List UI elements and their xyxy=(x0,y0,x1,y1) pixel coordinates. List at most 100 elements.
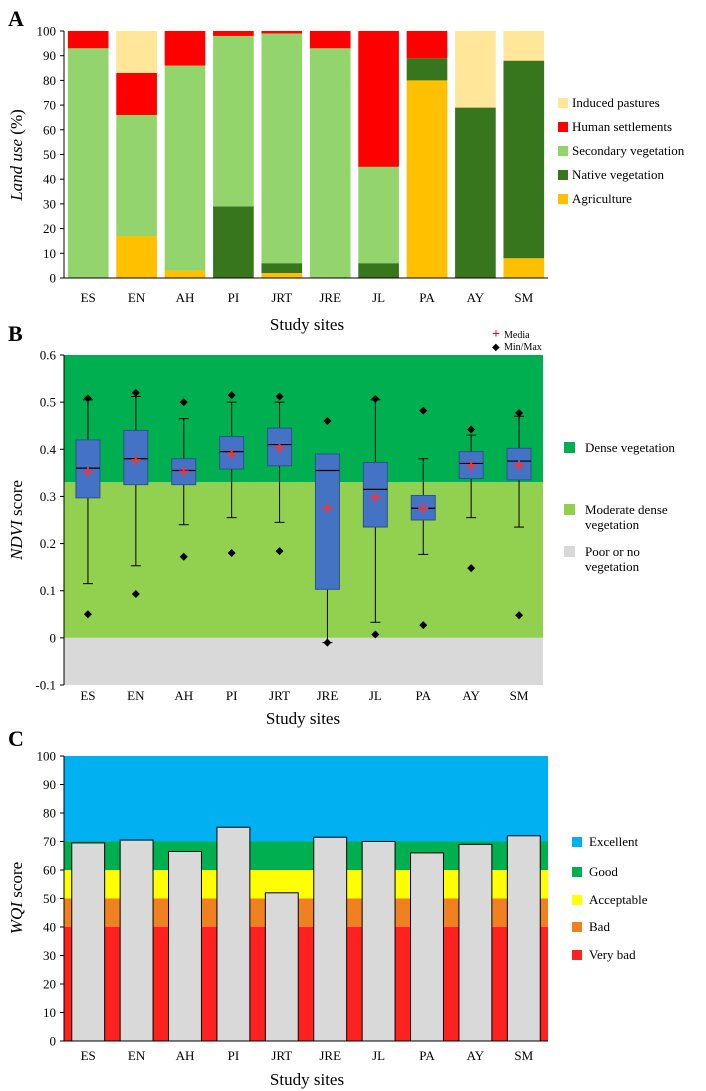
min-marker-jrt xyxy=(275,547,284,556)
legend-label-agriculture: Agriculture xyxy=(572,191,632,206)
bar-segment-pi-native-vegetation xyxy=(213,206,254,278)
panel-b-x-tick-label: JRE xyxy=(317,688,339,703)
legend-swatch-native-vegetation xyxy=(558,170,568,180)
bar-es xyxy=(71,842,106,1042)
bar-segment-ay-induced-pastures xyxy=(455,31,496,108)
mean-marker-en xyxy=(130,455,141,466)
legend-label-very-bad: Very bad xyxy=(589,947,636,962)
panel-b-y-label-italic: NDVI xyxy=(7,519,26,561)
panel-c-y-tick-label: 30 xyxy=(43,948,56,963)
bar-segment-ay-native-vegetation xyxy=(455,107,496,278)
panel-a-x-tick-label: AH xyxy=(176,290,195,305)
panel-b-x-tick-label: AY xyxy=(462,688,480,703)
panel-a-y-tick-label: 50 xyxy=(43,147,56,162)
panel-b-x-tick-label: JL xyxy=(369,688,382,703)
legend-label-acceptable: Acceptable xyxy=(589,892,648,907)
max-marker-pi xyxy=(227,391,236,400)
legend-swatch-acceptable xyxy=(572,895,582,905)
panel-c-wqi-chart: C 0 10 20 30 40 50 60 70 80 90 100 ES EN AH PI JRT JRE JL… xyxy=(7,726,648,1089)
legend-label-bad: Bad xyxy=(589,919,610,934)
panel-a-y-tick-label: 100 xyxy=(37,24,57,39)
max-marker-pa xyxy=(419,406,428,415)
bar-pa xyxy=(410,852,444,1042)
panel-c-x-tick-label: AY xyxy=(467,1048,485,1063)
bar-segment-en-induced-pastures xyxy=(116,31,157,73)
marker-legend-label-media: Media xyxy=(504,330,530,341)
mean-marker-ay xyxy=(466,460,477,471)
bar-segment-pa-agriculture xyxy=(406,80,448,279)
max-marker-ay xyxy=(467,425,476,434)
panel-c-x-tick-label: EN xyxy=(128,1048,146,1063)
panel-a-y-tick-label: 90 xyxy=(43,48,56,63)
legend-swatch-excellent xyxy=(572,837,582,847)
mean-marker-sm xyxy=(514,460,525,471)
mean-marker-pi xyxy=(226,449,237,459)
min-marker-jre xyxy=(323,638,332,647)
panel-a-x-tick-label: EN xyxy=(128,290,146,305)
panel-a-letter: A xyxy=(8,6,24,31)
panel-c-x-tick-label: SM xyxy=(514,1048,533,1063)
bar-segment-ah-agriculture xyxy=(164,270,206,278)
background-band-poor-or-no-vegetation xyxy=(64,637,543,685)
max-marker-en xyxy=(131,388,140,397)
panel-b-y-tick-label: -0.1 xyxy=(35,678,56,693)
min-marker-pa xyxy=(419,621,428,630)
legend-label-dense-vegetation: Dense vegetation xyxy=(585,440,675,455)
bar-segment-jrt-secondary-vegetation xyxy=(261,33,303,264)
panel-c-x-tick-label: PA xyxy=(419,1048,435,1063)
min-marker-ay xyxy=(467,564,476,573)
panel-b-y-label-suffix: score xyxy=(7,480,26,520)
max-marker-ah xyxy=(179,398,188,407)
legend-swatch-agriculture xyxy=(558,194,568,204)
panel-c-x-tick-label: ES xyxy=(81,1048,96,1063)
panel-c-y-axis-label: WQI score xyxy=(7,862,26,934)
mean-marker-pa xyxy=(418,503,429,514)
legend-swatch-good xyxy=(572,867,582,877)
panel-a-x-tick-label: PA xyxy=(419,290,435,305)
panel-b-x-tick-label: PA xyxy=(416,688,432,703)
max-marker-sm xyxy=(515,408,524,417)
legend-swatch-induced-pastures xyxy=(558,98,568,108)
legend-swatch-very-bad xyxy=(572,950,582,960)
bar-segment-jre-secondary-vegetation xyxy=(309,48,351,278)
panel-a-legend: Induced pastures Human settlements Seconda… xyxy=(558,95,685,206)
bar-segment-pi-human-settlements xyxy=(213,31,254,36)
bar-segment-jrt-agriculture xyxy=(261,273,303,278)
panel-b-x-tick-label: SM xyxy=(510,688,529,703)
panel-c-letter: C xyxy=(8,726,24,751)
panel-a-y-label-suffix: (%) xyxy=(7,109,26,139)
panel-b-legend: Dense vegetation Moderate dense vegetation… xyxy=(564,440,675,574)
mean-marker-es xyxy=(82,466,93,477)
legend-label-line: Dense vegetation xyxy=(585,440,675,455)
panel-c-y-tick-label: 60 xyxy=(43,863,56,878)
panel-c-x-axis-label: Study sites xyxy=(270,1070,344,1089)
bar-segment-en-human-settlements xyxy=(116,72,157,115)
background-band-moderate-dense-vegetation xyxy=(64,482,543,638)
min-marker-pi xyxy=(227,549,236,557)
legend-label-good: Good xyxy=(589,864,618,879)
bar-segment-pi-secondary-vegetation xyxy=(213,35,254,207)
legend-label-line: Moderate dense xyxy=(585,502,668,517)
max-marker-jrt xyxy=(275,392,284,401)
legend-label-line: Poor or no xyxy=(585,544,640,559)
panel-c-y-tick-label: 80 xyxy=(43,806,56,821)
panel-a-x-tick-label: ES xyxy=(81,290,96,305)
bar-segment-jl-secondary-vegetation xyxy=(358,166,399,264)
panel-a-y-tick-label: 70 xyxy=(43,98,56,113)
legend-label-line: vegetation xyxy=(585,517,640,532)
bar-segment-pa-human-settlements xyxy=(406,31,448,59)
marker-legend-symbol-media: + xyxy=(492,327,500,342)
marker-legend-label-min-max: Min/Max xyxy=(504,342,542,353)
box-jre xyxy=(314,453,340,590)
legend-label-secondary-vegetation: Secondary vegetation xyxy=(572,143,685,158)
panel-c-y-tick-label: 90 xyxy=(43,777,56,792)
legend-label-poor-or-no-vegetation: Poor or no vegetation xyxy=(585,544,640,574)
panel-c-y-tick-label: 40 xyxy=(43,920,56,935)
panel-b-x-tick-label: ES xyxy=(80,688,95,703)
bar-jl xyxy=(361,841,396,1042)
mean-marker-ah xyxy=(178,466,189,477)
panel-b-plot-area: -0.1 0 0.1 0.2 0.3 0.4 0.5 0.6 ES EN AH PI JRT JRE JL P… xyxy=(35,348,543,703)
min-marker-sm xyxy=(515,611,524,620)
bar-segment-en-secondary-vegetation xyxy=(116,114,157,237)
